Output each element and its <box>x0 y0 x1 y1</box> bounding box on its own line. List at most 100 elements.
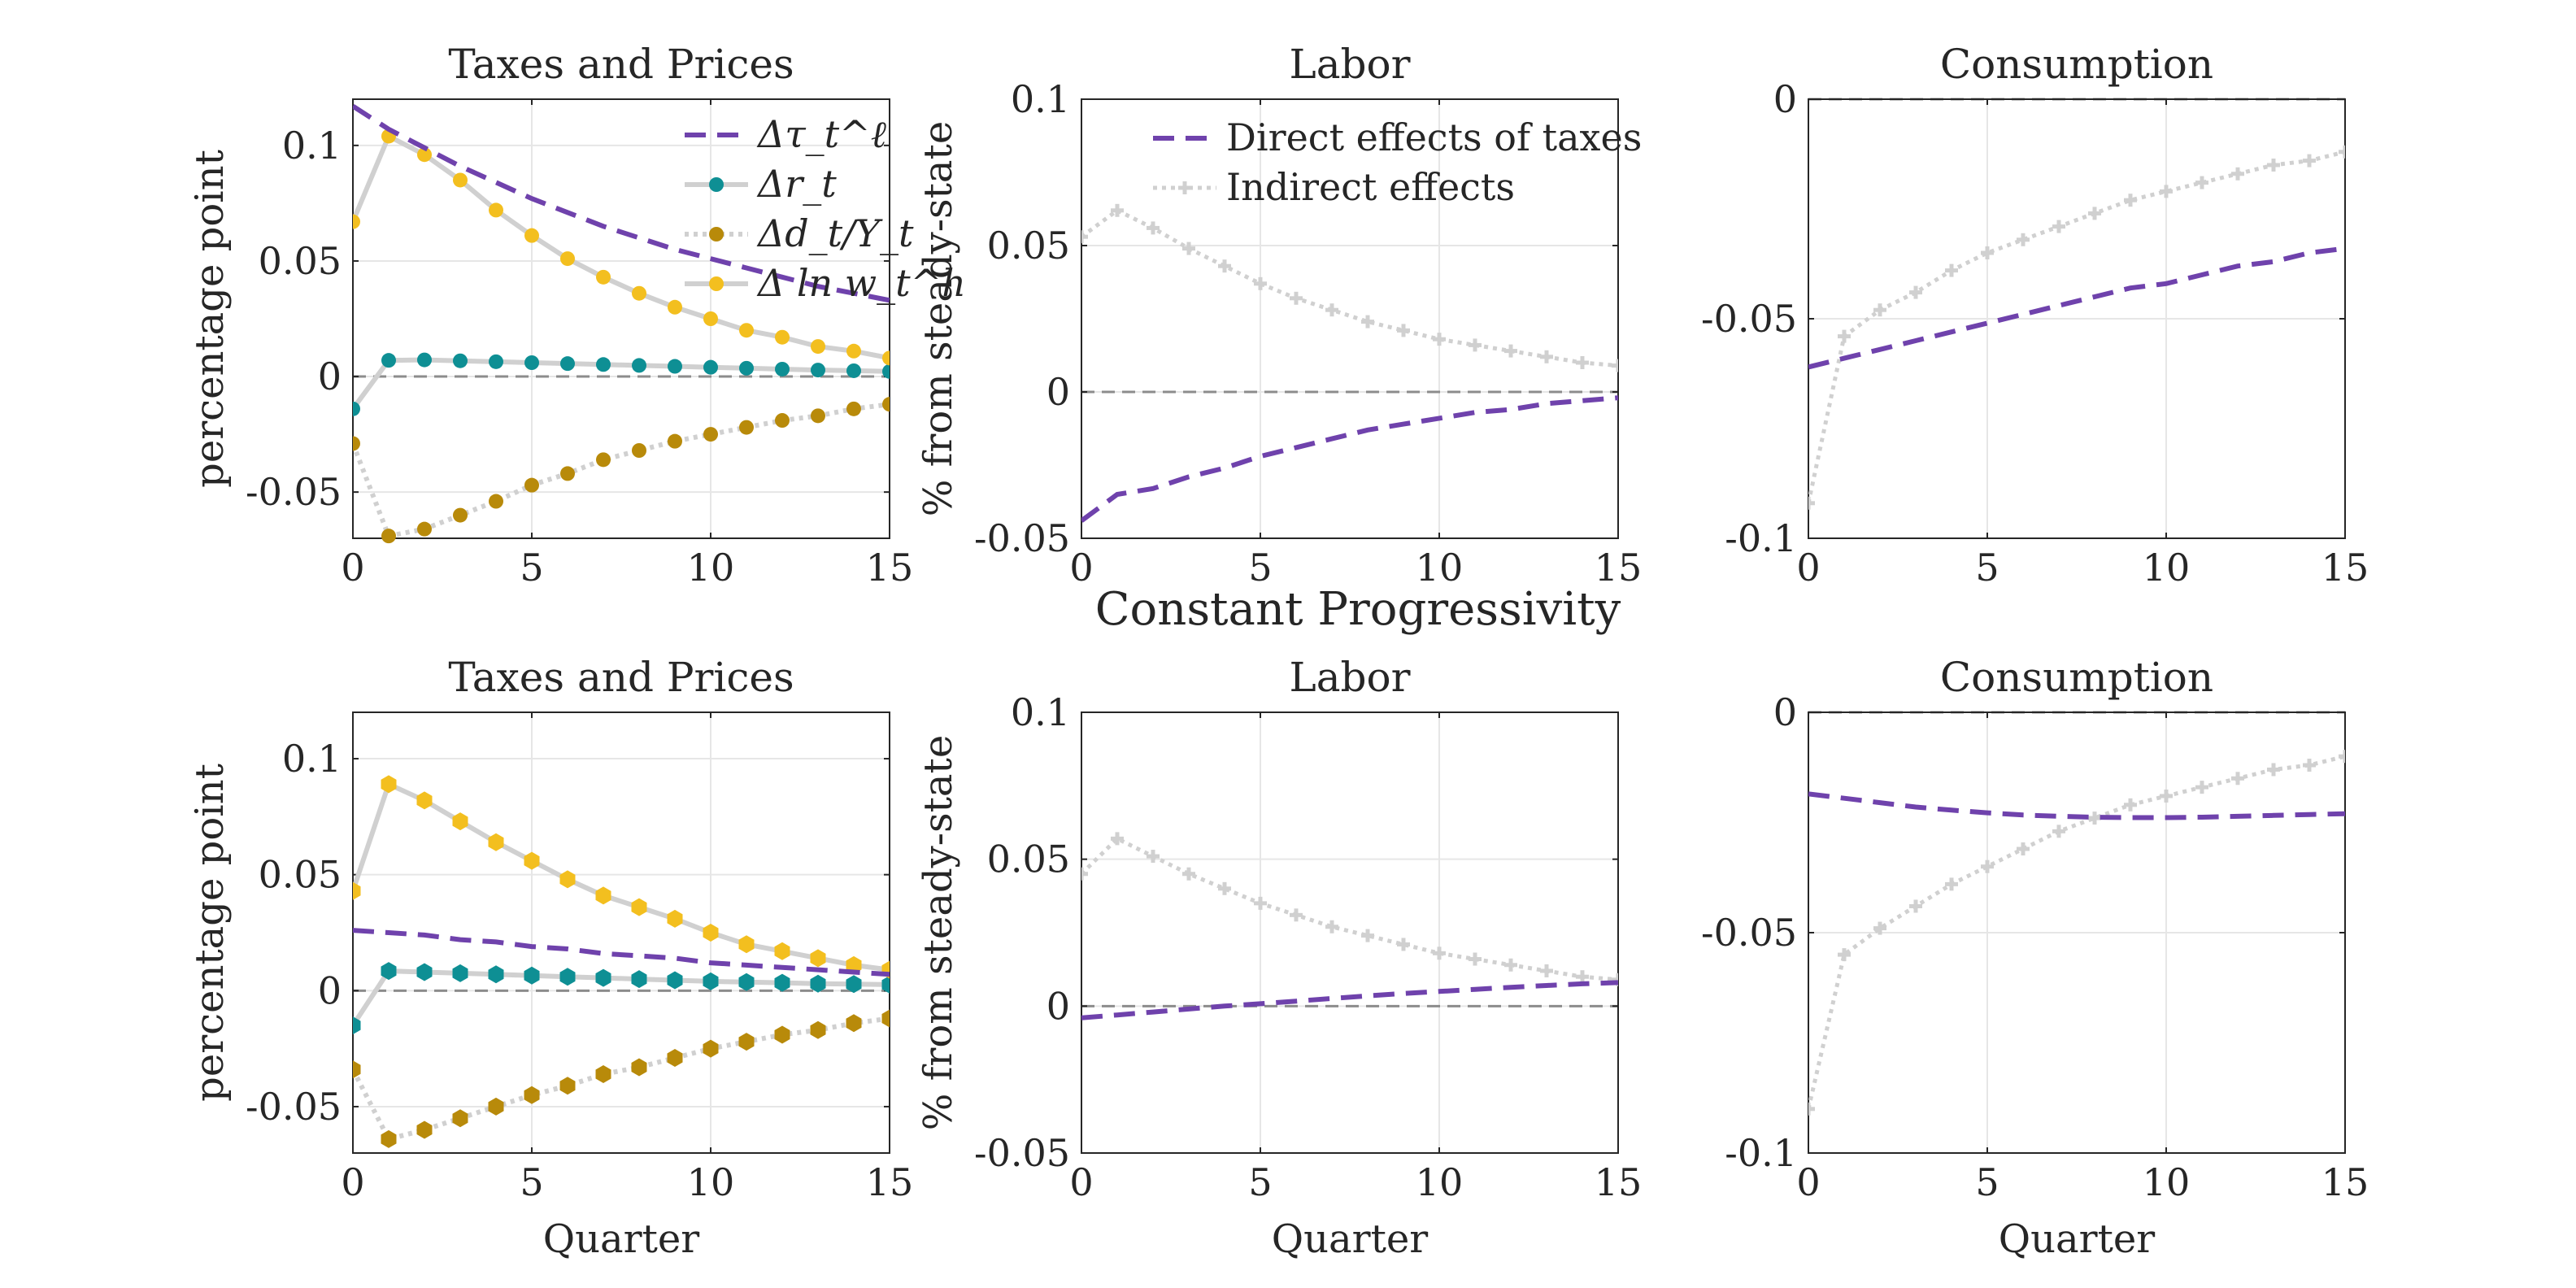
series-indirect-point <box>1576 970 1589 984</box>
series-d-point <box>632 443 646 458</box>
y-tick-label: -0.1 <box>1725 516 1797 560</box>
y-tick-label: 0.05 <box>259 239 342 283</box>
legend-label: Direct effects of taxes <box>1226 115 1642 159</box>
series-w-point <box>703 311 718 326</box>
series-indirect-line <box>1808 150 2345 504</box>
series-indirect-point <box>1909 899 1922 913</box>
plot-area <box>1081 203 1618 523</box>
series-indirect-point <box>2267 159 2280 172</box>
x-tick-label: 0 <box>1796 1160 1820 1204</box>
series-indirect-line <box>1808 754 2345 1110</box>
series-indirect-point <box>2231 772 2244 785</box>
panel-title: Consumption <box>1940 654 2213 701</box>
y-tick-label: -0.05 <box>1701 297 1797 341</box>
x-tick-label: 15 <box>1595 546 1643 590</box>
series-indirect-point <box>2231 167 2244 181</box>
series-d-point <box>452 1109 468 1128</box>
y-tick-label: -0.05 <box>974 1131 1070 1175</box>
series-indirect-point <box>2124 194 2137 207</box>
series-indirect-point <box>1361 315 1374 329</box>
series-r-point <box>703 359 718 375</box>
x-tick-label: 0 <box>341 1160 364 1204</box>
series-indirect-point <box>1182 867 1195 881</box>
x-tick-label: 5 <box>1248 546 1272 590</box>
series-d-point <box>739 420 754 435</box>
series-w-point <box>739 323 754 338</box>
series-indirect-point <box>2160 789 2173 803</box>
panel-top-consumption: 0 5 10 15 -0.1 -0.05 0 Consumption <box>1701 41 2369 590</box>
series-indirect-point <box>1361 929 1374 942</box>
series-w-point <box>560 251 575 267</box>
y-tick-label: -0.05 <box>974 516 1070 560</box>
series-d-point <box>453 507 468 523</box>
series-indirect-point <box>1909 285 1922 299</box>
panel-title: Taxes and Prices <box>448 654 794 701</box>
series-r-point <box>810 974 826 993</box>
y-tick-label: -0.05 <box>246 470 342 514</box>
series-r-point <box>381 962 397 981</box>
x-tick-label: 0 <box>1796 546 1820 590</box>
series-indirect-point <box>2303 154 2316 168</box>
series-r-point <box>596 357 611 372</box>
series-indirect-point <box>2303 759 2316 772</box>
y-tick-label: 0.05 <box>987 224 1070 268</box>
x-tick-label: 15 <box>2321 1160 2369 1204</box>
series-direct-line <box>1808 791 2345 820</box>
plot-area <box>1808 145 2345 510</box>
series-d-point <box>846 1014 862 1033</box>
y-tick-label: 0.1 <box>282 737 342 781</box>
x-tick-label: 10 <box>1416 1160 1464 1204</box>
x-tick-label: 0 <box>341 546 364 590</box>
panel-bottom-consumption: 0 5 10 15 -0.1 -0.05 0 Consumption Quarter <box>1701 654 2369 1262</box>
series-r-point <box>524 966 540 985</box>
series-indirect-point <box>1290 908 1303 922</box>
series-tax-line <box>353 103 890 303</box>
x-tick-label: 0 <box>1069 546 1093 590</box>
series-w-point <box>524 228 539 243</box>
y-tick-label: 0.05 <box>259 853 342 897</box>
y-tick-label: 0 <box>1046 984 1070 1028</box>
series-indirect-point <box>2052 825 2065 838</box>
y-axis-label: percentage point <box>187 764 233 1102</box>
series-indirect-point <box>2160 185 2173 198</box>
series-r-point <box>881 975 890 994</box>
series-w-point <box>882 350 890 366</box>
series-r-point <box>381 353 396 368</box>
series-w-point <box>846 343 861 359</box>
series-indirect-point <box>2124 798 2137 812</box>
series-r-point <box>353 401 360 416</box>
legend: Direct effects of taxes Indirect effects <box>1153 115 1642 209</box>
y-tick-label: 0.1 <box>1011 690 1070 734</box>
axes-frame <box>1081 711 1619 1154</box>
series-indirect-point <box>1325 303 1338 317</box>
y-tick-label: 0 <box>1773 77 1797 121</box>
x-tick-label: 10 <box>1416 546 1464 590</box>
y-tick-label: 0 <box>318 355 342 398</box>
series-r-point <box>811 363 825 378</box>
x-tick-label: 15 <box>2321 546 2369 590</box>
series-indirect-point <box>1290 291 1303 305</box>
y-tick-label: 0 <box>1773 690 1797 734</box>
series-indirect-point <box>1945 877 1958 891</box>
y-tick-label: 0 <box>1046 370 1070 414</box>
series-w-point <box>667 909 683 928</box>
series-d-line <box>353 1016 890 1142</box>
x-tick-label: 10 <box>2143 1160 2191 1204</box>
series-r-point <box>775 361 790 376</box>
series-r-point <box>452 964 468 982</box>
series-r-point <box>882 363 890 379</box>
series-direct-line <box>1808 246 2345 370</box>
y-tick-label: 0 <box>318 968 342 1012</box>
x-axis-label: Quarter <box>1999 1216 2156 1262</box>
axes-frame <box>1081 98 1619 539</box>
series-w-point <box>524 851 540 870</box>
series-indirect-point <box>2195 781 2208 794</box>
series-indirect-point <box>1540 350 1553 363</box>
series-indirect-point <box>1504 958 1517 972</box>
legend-swatch-marker <box>709 227 724 242</box>
series-d-point <box>881 1009 890 1028</box>
y-axis-label: % from steady-state <box>916 121 961 517</box>
series-r-point <box>739 360 754 376</box>
